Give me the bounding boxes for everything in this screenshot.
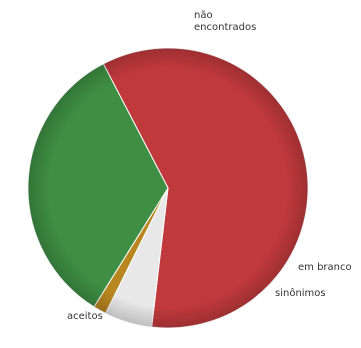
pie-slices [27,47,309,329]
pie-slice-label-3: aceitos [67,311,103,322]
pie-slice-label-2: sinônimos [275,287,326,299]
pie-slice-label-1: em branco [298,262,352,273]
pie-labels: não encontrados em branco sinônimos aceitos [67,10,352,322]
pie-slice-label-0: não encontrados [194,10,256,33]
